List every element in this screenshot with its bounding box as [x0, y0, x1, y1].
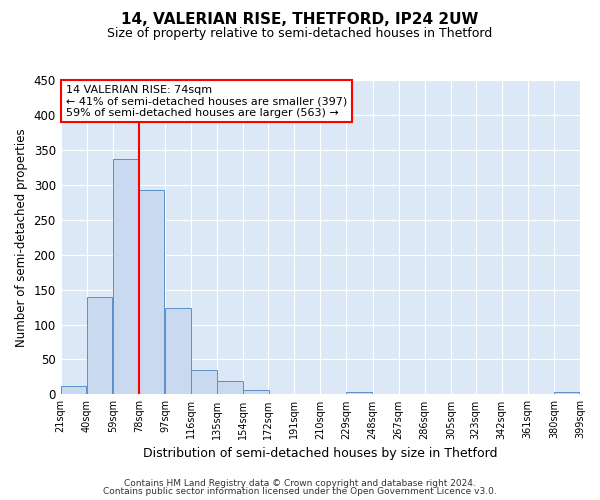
Text: Size of property relative to semi-detached houses in Thetford: Size of property relative to semi-detach…: [107, 28, 493, 40]
Bar: [346, 392, 372, 394]
Bar: [139, 190, 164, 394]
X-axis label: Distribution of semi-detached houses by size in Thetford: Distribution of semi-detached houses by …: [143, 447, 497, 460]
Bar: [87, 298, 112, 394]
Text: 14, VALERIAN RISE, THETFORD, IP24 2UW: 14, VALERIAN RISE, THETFORD, IP24 2UW: [121, 12, 479, 28]
Text: Contains HM Land Registry data © Crown copyright and database right 2024.: Contains HM Land Registry data © Crown c…: [124, 478, 476, 488]
Bar: [217, 381, 243, 394]
Bar: [554, 392, 580, 394]
Bar: [113, 159, 138, 394]
Text: 14 VALERIAN RISE: 74sqm
← 41% of semi-detached houses are smaller (397)
59% of s: 14 VALERIAN RISE: 74sqm ← 41% of semi-de…: [66, 84, 347, 118]
Bar: [244, 390, 269, 394]
Text: Contains public sector information licensed under the Open Government Licence v3: Contains public sector information licen…: [103, 487, 497, 496]
Bar: [191, 370, 217, 394]
Y-axis label: Number of semi-detached properties: Number of semi-detached properties: [15, 128, 28, 346]
Bar: [61, 386, 86, 394]
Bar: [165, 308, 191, 394]
